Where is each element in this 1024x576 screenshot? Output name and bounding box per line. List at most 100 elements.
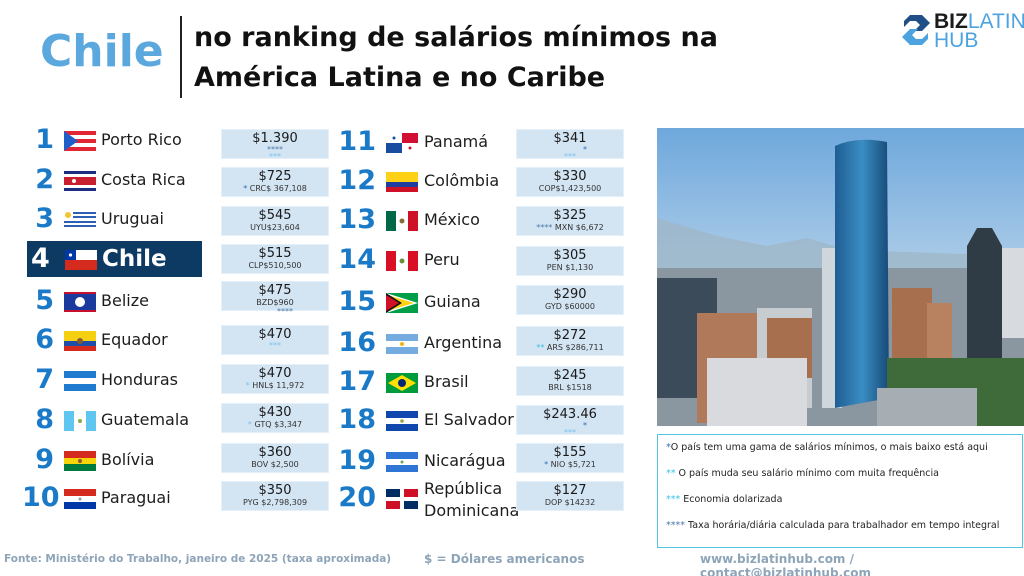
rank-number: 10: [22, 482, 60, 513]
local-amount: NIO $5,721: [550, 460, 596, 469]
footnote-marker: ****: [536, 223, 553, 232]
flag-icon: [64, 331, 96, 351]
rank-number: 15: [338, 286, 376, 317]
country-name: Peru: [424, 250, 460, 269]
header-divider: [180, 16, 182, 98]
salary-usd: $272: [553, 328, 587, 343]
salary-local: BZD$960: [222, 298, 328, 308]
local-amount: PYG $2,798,309: [242, 498, 308, 507]
salary-usd: $470: [258, 366, 292, 381]
ranking-row: 3 Uruguai: [20, 201, 210, 237]
footnote-marker: ***: [564, 152, 576, 161]
local-amount: PEN $1,130: [546, 263, 594, 272]
ranking-row: 8 Guatemala: [20, 402, 210, 438]
note-marker: ****: [666, 520, 685, 531]
salary-box: $725 * CRC$ 367,108: [221, 167, 329, 197]
rank-number: 20: [338, 482, 376, 513]
country-name: Argentina: [424, 333, 503, 352]
flag-icon: [386, 452, 418, 472]
salary-usd: $515: [258, 246, 292, 261]
salary-usd: $360: [258, 445, 292, 460]
salary-local: BOV $2,500: [222, 460, 328, 470]
currency-note: $ = Dólares americanos: [424, 552, 585, 566]
salary-box: $475 BZD$960 ****: [221, 281, 329, 316]
salary-local: ** ARS $286,711: [517, 343, 623, 353]
local-amount: BOV $2,500: [251, 460, 299, 469]
country-name: Chile: [102, 246, 167, 272]
flag-icon: [64, 131, 96, 151]
ranking-row: 15 Guiana: [336, 284, 506, 320]
salary-usd: $1.390: [252, 131, 298, 146]
salary-usd: $350: [258, 483, 292, 498]
footnotes-box: *O país tem uma gama de salários mínimos…: [657, 434, 1023, 548]
country-name: Uruguai: [101, 209, 164, 228]
title-line-2: América Latina e no Caribe: [194, 62, 606, 93]
footnote-marker: ***: [269, 341, 281, 350]
local-amount: CLP$510,500: [248, 261, 302, 270]
salary-box: $470 ***: [221, 325, 329, 355]
footnote-marker: ****: [277, 307, 293, 316]
salary-box: $360 BOV $2,500: [221, 443, 329, 473]
note-3: *** Economia dolarizada: [666, 493, 1014, 519]
note-text: O país muda seu salário mínimo com muita…: [675, 468, 939, 479]
salary-box: $1.390 **** ***: [221, 129, 329, 161]
salary-local: * NIO $5,721: [517, 460, 623, 470]
ranking-row: 14 Peru: [336, 242, 506, 278]
flag-icon: [386, 411, 418, 431]
salary-usd: $341: [553, 131, 587, 146]
ranking-row: 13 México: [336, 202, 506, 238]
country-name: Brasil: [424, 372, 469, 391]
salary-box: $272 ** ARS $286,711: [516, 326, 624, 356]
local-amount: DOP $14232: [544, 498, 596, 507]
local-amount: GTQ $3,347: [254, 420, 303, 429]
salary-usd: $475: [258, 283, 292, 298]
salary-local: * HNL$ 11,972: [222, 381, 328, 391]
flag-icon: [64, 292, 96, 312]
country-name: México: [424, 210, 480, 229]
note-text: O país tem uma gama de salários mínimos,…: [670, 442, 988, 453]
rank-number: 9: [35, 444, 54, 475]
salary-box: $290 GYD $60000: [516, 285, 624, 315]
flag-icon: [386, 489, 418, 509]
footnote-marker: *: [245, 381, 250, 390]
salary-box: $127 DOP $14232: [516, 481, 624, 511]
salary-box: $341 * ***: [516, 129, 624, 161]
flag-icon: [386, 133, 418, 153]
country-name: República Dominicana: [424, 478, 519, 522]
local-amount: HNL$ 11,972: [252, 381, 305, 390]
country-name-line-2: Dominicana: [424, 501, 520, 520]
salary-usd: $330: [553, 169, 587, 184]
salary-usd: $470: [258, 327, 292, 342]
local-amount: GYD $60000: [545, 302, 595, 311]
country-name: Equador: [101, 330, 168, 349]
contact-link[interactable]: www.bizlatinhub.com / contact@bizlatinhu…: [700, 552, 871, 576]
salary-usd: $725: [258, 169, 292, 184]
note-1: *O país tem uma gama de salários mínimos…: [666, 441, 1014, 467]
country-name: Belize: [101, 291, 149, 310]
salary-usd: $430: [258, 405, 292, 420]
footnote-marker: *: [247, 420, 252, 429]
ranking-row: 11 Panamá: [336, 124, 506, 160]
footnote-marker: *: [243, 184, 248, 193]
note-marker: *: [666, 442, 671, 453]
flag-icon: [64, 451, 96, 471]
salary-box: $325 **** MXN $6,672: [516, 206, 624, 236]
ranking-row: 10 Paraguai: [20, 480, 210, 516]
note-2: ** O país muda seu salário mínimo com mu…: [666, 467, 1014, 493]
ranking-row: 1 Porto Rico: [20, 122, 210, 158]
salary-local: CLP$510,500: [222, 261, 328, 271]
local-amount: UYU$23,604: [250, 223, 300, 232]
rank-number: 17: [338, 366, 376, 397]
salary-box: $305 PEN $1,130: [516, 246, 624, 276]
logo-hub: HUB: [934, 29, 979, 52]
country-name: Bolívia: [101, 450, 155, 469]
country-name: Paraguai: [101, 488, 171, 507]
salary-box: $545 UYU$23,604: [221, 206, 329, 236]
ranking-row: 18 El Salvador: [336, 402, 513, 438]
ranking-row: 12 Colômbia: [336, 163, 506, 199]
rank-number: 16: [338, 327, 376, 358]
flag-icon: [386, 293, 418, 313]
flag-icon: [386, 334, 418, 354]
skyline-image: [657, 128, 1024, 426]
country-name: El Salvador: [424, 410, 514, 429]
